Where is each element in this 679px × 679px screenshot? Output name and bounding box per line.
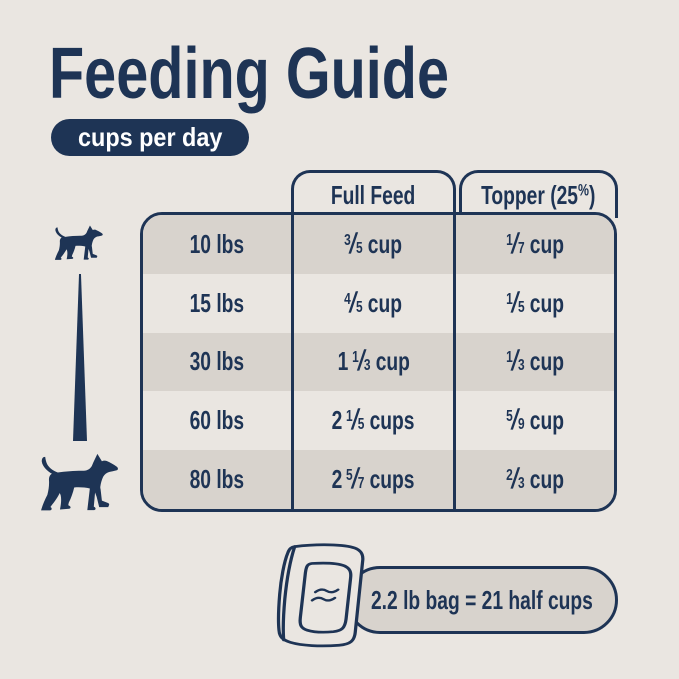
page-title-text: Feeding Guide [49, 34, 450, 114]
column-header-full-feed: Full Feed [291, 170, 456, 218]
dog-food-bag-icon [276, 543, 365, 648]
full-feed-cell: 2 5/7 cups [291, 450, 453, 509]
weight-cell: 60 lbs [189, 405, 245, 436]
topper-cell: 1/3 cup [453, 332, 614, 392]
full-feed-cell: 2 1/5 cups [291, 391, 453, 451]
full-feed-cell: 4/5 cup [291, 273, 453, 333]
bag-yield-note: 2.2 lb bag = 21 half cups [346, 566, 618, 634]
page-title: Feeding Guide [49, 31, 549, 117]
small-dog-icon [54, 225, 103, 260]
badge-label: cups per day [77, 122, 223, 152]
table-row: 10 lbs 3/5 cup 1/7 cup [143, 215, 614, 274]
full-feed-cell: 1 1/3 cup [291, 332, 453, 392]
topper-cell: 1/5 cup [453, 273, 614, 333]
weight-cell: 15 lbs [189, 287, 245, 318]
large-dog-icon [41, 453, 118, 511]
weight-cell: 10 lbs [189, 228, 245, 259]
column-header-topper: Topper (25%) [459, 170, 618, 218]
table-row: 15 lbs 4/5 cup 1/5 cup [143, 273, 614, 333]
full-feed-cell: 3/5 cup [291, 215, 453, 274]
column-header-label: Full Feed [331, 180, 416, 210]
feeding-table: 10 lbs 3/5 cup 1/7 cup 15 lbs 4/5 cup 1/5 cup 30 l… [140, 212, 617, 512]
table-row: 30 lbs 1 1/3 cup 1/3 cup [143, 332, 614, 392]
column-header-label: Topper (25%) [481, 180, 596, 210]
topper-cell: 5/9 cup [453, 391, 614, 451]
weight-cell: 80 lbs [189, 464, 245, 495]
topper-cell: 1/7 cup [453, 215, 614, 274]
dog-size-wedge [73, 274, 87, 441]
cups-per-day-badge: cups per day [51, 119, 249, 156]
bag-yield-label: 2.2 lb bag = 21 half cups [371, 584, 593, 615]
weight-cell: 30 lbs [189, 346, 245, 377]
table-row: 60 lbs 2 1/5 cups 5/9 cup [143, 391, 614, 451]
table-row: 80 lbs 2 5/7 cups 2/3 cup [143, 450, 614, 509]
topper-cell: 2/3 cup [453, 450, 614, 509]
